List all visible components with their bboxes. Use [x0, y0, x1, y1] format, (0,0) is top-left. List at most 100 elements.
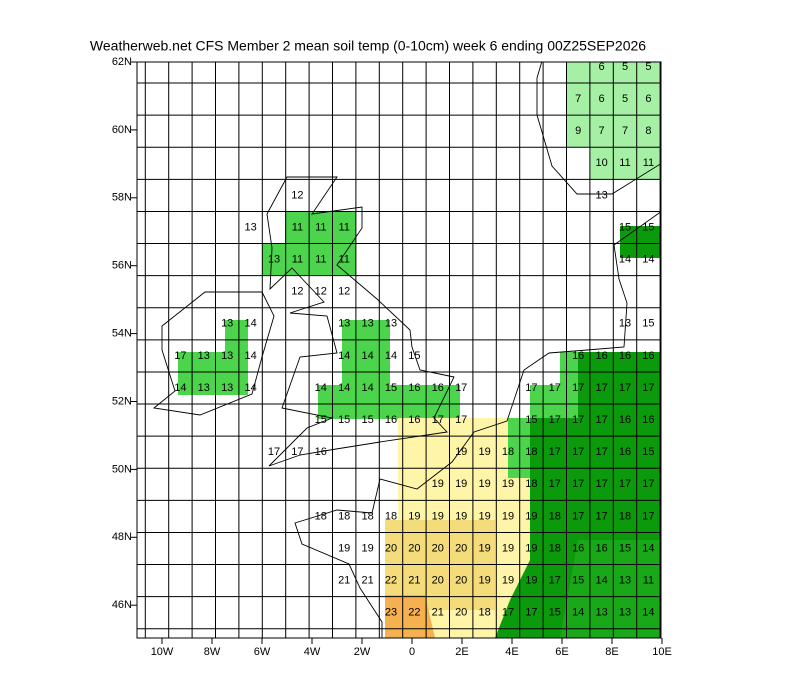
grid-value: 14 [244, 318, 256, 330]
grid-value: 17 [572, 510, 584, 522]
x-axis-label: 2E [455, 646, 468, 658]
grid-value: 18 [338, 510, 350, 522]
grid-value: 12 [291, 286, 303, 298]
grid-value: 13 [221, 382, 233, 394]
grid-value: 14 [315, 382, 327, 394]
grid-value: 15 [385, 382, 397, 394]
grid-value: 13 [198, 382, 210, 394]
grid-value: 17 [572, 446, 584, 458]
grid-value: 17 [549, 575, 561, 587]
grid-value: 6 [645, 93, 651, 105]
grid-value: 14 [244, 350, 256, 362]
grid-value: 14 [338, 350, 350, 362]
grid-value: 14 [572, 607, 584, 619]
grid-value: 15 [525, 414, 537, 426]
grid-value: 19 [478, 446, 490, 458]
grid-value: 15 [619, 221, 631, 233]
y-axis-label: 46N [112, 599, 132, 611]
grid-value: 7 [575, 93, 581, 105]
grid-value: 13 [619, 607, 631, 619]
grid-value: 14 [642, 254, 654, 266]
grid-value: 18 [502, 446, 514, 458]
grid-value: 16 [619, 446, 631, 458]
grid-value: 20 [455, 607, 467, 619]
grid-value: 13 [338, 318, 350, 330]
x-axis-label: 4E [505, 646, 518, 658]
grid-value: 16 [315, 446, 327, 458]
grid-value: 17 [432, 414, 444, 426]
grid-value: 13 [221, 318, 233, 330]
grid-value: 17 [572, 478, 584, 490]
grid-value: 17 [619, 382, 631, 394]
grid-value: 19 [455, 478, 467, 490]
grid-value: 18 [315, 510, 327, 522]
x-axis-label: 0 [409, 646, 415, 658]
grid-value: 13 [198, 350, 210, 362]
y-axis-label: 58N [112, 192, 132, 204]
grid-value: 19 [455, 510, 467, 522]
grid-value: 17 [642, 382, 654, 394]
grid-value: 16 [642, 414, 654, 426]
grid-value: 11 [292, 221, 303, 233]
x-axis-label: 2W [354, 646, 371, 658]
grid-value: 18 [478, 607, 490, 619]
x-axis-label: 10E [652, 646, 672, 658]
grid-value: 17 [642, 478, 654, 490]
map-title: Weatherweb.net CFS Member 2 mean soil te… [90, 38, 646, 54]
grid-value: 11 [643, 157, 654, 169]
grid-value: 17 [525, 382, 537, 394]
grid-value: 18 [361, 510, 373, 522]
grid-value: 15 [642, 318, 654, 330]
grid-value: 11 [338, 254, 349, 266]
grid-value: 19 [478, 575, 490, 587]
grid-value: 13 [595, 189, 607, 201]
grid-value: 19 [432, 510, 444, 522]
grid-value: 19 [408, 510, 420, 522]
grid-value: 17 [549, 382, 561, 394]
grid-value: 12 [291, 189, 303, 201]
grid-value: 14 [642, 607, 654, 619]
grid-value: 19 [338, 542, 350, 554]
grid-value: 17 [291, 446, 303, 458]
grid-value: 13 [619, 575, 631, 587]
grid-value: 17 [595, 414, 607, 426]
grid-value: 20 [432, 575, 444, 587]
grid-value: 20 [385, 542, 397, 554]
grid-value: 7 [599, 125, 605, 137]
grid-value: 17 [455, 382, 467, 394]
grid-value: 20 [432, 542, 444, 554]
grid-value: 21 [408, 575, 420, 587]
grid-value: 13 [619, 318, 631, 330]
x-axis-label: 6W [254, 646, 271, 658]
grid-value: 16 [619, 414, 631, 426]
grid-value: 13 [361, 318, 373, 330]
grid-value: 19 [478, 510, 490, 522]
y-axis-label: 62N [112, 56, 132, 68]
grid-value: 19 [478, 542, 490, 554]
grid-value: 16 [572, 542, 584, 554]
grid-value: 17 [549, 414, 561, 426]
grid-value: 17 [502, 607, 514, 619]
grid-value: 17 [595, 510, 607, 522]
grid-value: 13 [221, 350, 233, 362]
grid-value: 16 [595, 542, 607, 554]
grid-value: 16 [572, 350, 584, 362]
plot-frame [136, 61, 662, 639]
y-axis-label: 48N [112, 531, 132, 543]
grid-value: 14 [361, 350, 373, 362]
grid-value: 14 [338, 382, 350, 394]
grid-value: 16 [432, 382, 444, 394]
grid-value: 18 [619, 510, 631, 522]
grid-value: 11 [315, 221, 326, 233]
grid-value: 14 [385, 350, 397, 362]
grid-value: 17 [595, 478, 607, 490]
grid-lines [137, 62, 661, 638]
grid-value: 19 [525, 575, 537, 587]
grid-value: 13 [244, 221, 256, 233]
grid-value: 17 [572, 414, 584, 426]
grid-value: 15 [572, 575, 584, 587]
grid-value: 16 [408, 414, 420, 426]
grid-value: 18 [549, 542, 561, 554]
grid-value: 16 [619, 350, 631, 362]
